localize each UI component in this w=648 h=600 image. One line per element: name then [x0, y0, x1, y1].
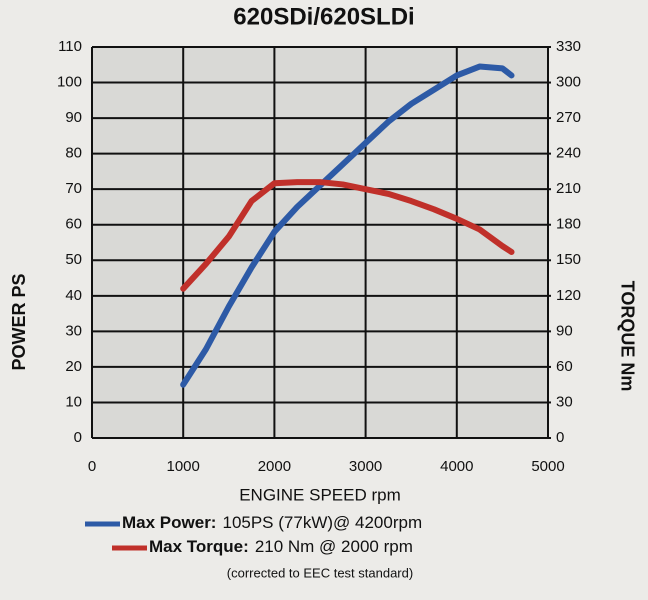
- legend-name: Max Torque:: [149, 537, 249, 556]
- y2-tick-label: 300: [556, 74, 581, 91]
- y-axis-label: POWER PS: [9, 273, 29, 370]
- x-tick-label: 4000: [440, 458, 473, 475]
- x-tick-label: 3000: [349, 458, 382, 475]
- legend-detail: 210 Nm @ 2000 rpm: [255, 537, 413, 556]
- legend-entry: Max Power: 105PS (77kW)@ 4200rpm: [122, 513, 422, 532]
- x-axis-label: ENGINE SPEED rpm: [239, 485, 401, 504]
- legend-detail: 105PS (77kW)@ 4200rpm: [222, 513, 422, 532]
- y-tick-label: 10: [65, 393, 82, 410]
- x-tick-label: 2000: [258, 458, 291, 475]
- y2-tick-label: 90: [556, 322, 573, 339]
- x-tick-label: 1000: [167, 458, 200, 475]
- y2-tick-label: 0: [556, 429, 564, 446]
- y2-tick-label: 330: [556, 38, 581, 55]
- y-tick-label: 70: [65, 180, 82, 197]
- x-tick-label: 0: [88, 458, 96, 475]
- y-tick-label: 110: [58, 38, 82, 55]
- data-line: [180, 179, 515, 292]
- y2-axis-label: TORQUE Nm: [617, 281, 637, 392]
- x-tick-label: 5000: [531, 458, 564, 475]
- y-tick-label: 20: [65, 358, 82, 375]
- y2-tick-label: 210: [556, 180, 581, 197]
- y2-tick-label: 120: [556, 287, 581, 304]
- y-tick-label: 0: [74, 429, 82, 446]
- y2-tick-label: 270: [556, 109, 581, 126]
- y2-tick-label: 150: [556, 251, 581, 268]
- chart-title: 620SDi/620SLDi: [233, 3, 414, 30]
- y-tick-label: 100: [57, 74, 82, 91]
- data-line: [180, 63, 515, 388]
- y-tick-label: 40: [65, 287, 82, 304]
- y-tick-label: 50: [65, 251, 82, 268]
- y2-tick-label: 30: [556, 393, 573, 410]
- note: (corrected to EEC test standard): [227, 565, 413, 580]
- y-tick-label: 80: [65, 145, 82, 162]
- plot-area: [92, 47, 548, 438]
- y2-tick-label: 240: [556, 145, 581, 162]
- y-tick-label: 90: [65, 109, 82, 126]
- y-tick-label: 60: [65, 216, 82, 233]
- legend-name: Max Power:: [122, 513, 216, 532]
- y2-tick-label: 60: [556, 358, 573, 375]
- y2-tick-label: 180: [556, 216, 581, 233]
- legend-entry: Max Torque: 210 Nm @ 2000 rpm: [149, 537, 413, 556]
- y-tick-label: 30: [65, 322, 82, 339]
